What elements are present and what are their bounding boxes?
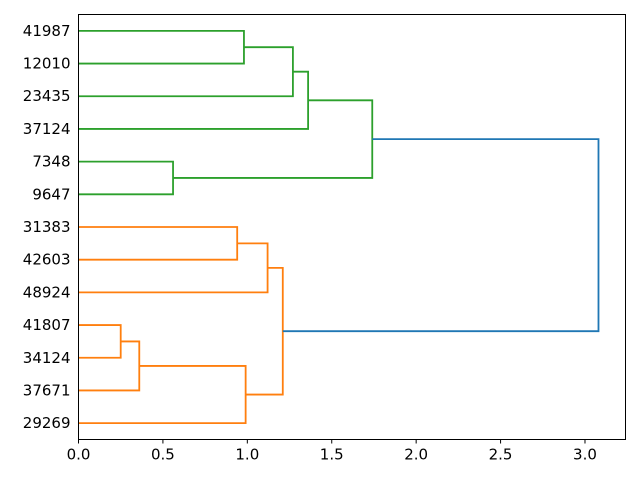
y-axis-leaf-label: 9647	[32, 185, 70, 203]
dendrogram-link-green	[78, 160, 174, 196]
axes-frame	[78, 14, 626, 440]
dendrogram-link-green	[173, 99, 374, 179]
y-axis-leaf-label: 12010	[23, 55, 71, 73]
x-tick-label: 2.5	[489, 446, 513, 464]
y-axis-leaf-label: 41807	[23, 316, 71, 334]
dendrogram-link-green	[78, 46, 294, 98]
y-axis-leaf-label: 7348	[32, 153, 70, 171]
y-axis-leaf-label: 23435	[23, 87, 71, 105]
y-axis-leaf-label: 41987	[23, 22, 71, 40]
dendrogram-link-blue	[282, 138, 600, 333]
x-tick-label: 2.0	[404, 446, 428, 464]
y-axis-leaf-label: 37124	[23, 120, 71, 138]
x-tick-label: 0.5	[151, 446, 175, 464]
y-axis-leaf-label: 29269	[23, 414, 71, 432]
y-axis-leaf-label: 48924	[23, 283, 71, 301]
y-axis-leaf-label: 31383	[23, 218, 71, 236]
x-tick-label: 1.0	[235, 446, 259, 464]
y-axis-leaf-label: 34124	[23, 349, 71, 367]
y-axis-leaf-label: 42603	[23, 251, 71, 269]
x-tick-label: 1.5	[320, 446, 344, 464]
x-tick-label: 0.0	[67, 446, 91, 464]
x-tick-label: 3.0	[573, 446, 597, 464]
y-axis-leaf-label: 37671	[23, 381, 71, 399]
dendrogram-link-orange	[78, 242, 269, 294]
